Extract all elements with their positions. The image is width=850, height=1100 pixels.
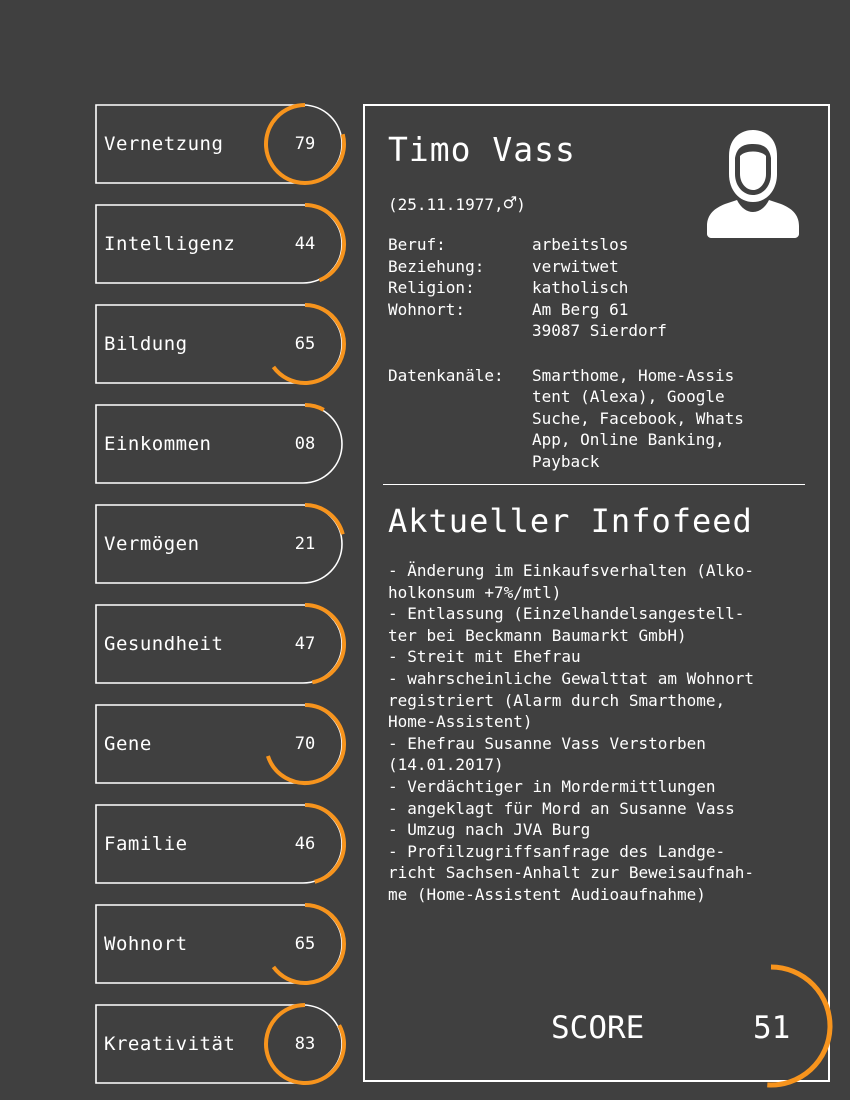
metric-item: Gesundheit 47 — [95, 603, 349, 685]
feed-line: - Profilzugriffsanfrage des Landge- — [388, 841, 726, 861]
fact-row: Religion: katholisch — [388, 277, 782, 299]
metric-item: Vernetzung 79 — [95, 103, 349, 185]
feed-line: ter bei Beckmann Baumarkt GmbH) — [388, 625, 687, 645]
metric-frame — [95, 603, 346, 685]
fact-row: Wohnort: Am Berg 61 39087 Sierdorf — [388, 299, 782, 342]
profile-facts: Beruf: arbeitslos Beziehung: verwitwet Relig… — [388, 234, 782, 472]
metric-progress-arc — [304, 603, 346, 685]
metric-frame — [95, 703, 346, 785]
metric-value: 21 — [294, 534, 316, 554]
metric-label: Gesundheit — [104, 633, 224, 655]
metric-value: 83 — [294, 1034, 316, 1054]
fact-value: Am Berg 61 39087 Sierdorf — [532, 299, 667, 341]
metric-frame — [95, 103, 346, 185]
feed-line: - Änderung im Einkaufsverhalten (Alko- — [388, 561, 755, 580]
metric-progress-arc — [264, 103, 346, 185]
metric-frame — [95, 303, 346, 385]
fact-key: Beziehung: — [388, 256, 485, 276]
fact-value: arbeitslos — [532, 235, 629, 254]
metric-frame — [95, 403, 343, 484]
metric-frame — [95, 1003, 346, 1085]
feed-line: registriert (Alarm durch Smarthome, — [388, 690, 726, 710]
metric-item: Familie 46 — [95, 803, 349, 884]
section-divider — [383, 484, 805, 485]
metric-item: Kreativität 83 — [95, 1003, 349, 1085]
metric-label: Intelligenz — [104, 233, 236, 255]
metric-progress-arc — [304, 503, 345, 535]
metric-item: Wohnort 65 — [95, 903, 349, 985]
metric-label: Gene — [104, 733, 152, 755]
birth-info: (25.11.1977,♂) — [388, 191, 526, 215]
feed-line: - Entlassung (Einzelhandelsangestell- — [388, 604, 745, 624]
user-silhouette-icon — [707, 130, 799, 238]
fact-value: katholisch — [532, 278, 629, 297]
feed-line: Home-Assistent) — [388, 712, 533, 732]
metric-value: 70 — [294, 734, 316, 754]
metric-label: Kreativität — [104, 1033, 236, 1055]
metric-value: 65 — [294, 934, 316, 954]
fact-row: Beziehung: verwitwet — [388, 256, 782, 278]
metric-value: 79 — [294, 134, 316, 154]
metric-progress-arc — [271, 303, 346, 385]
metric-item: Einkommen 08 — [95, 403, 349, 484]
metric-progress-arc — [304, 403, 325, 412]
profile-card: Timo Vass (25.11.1977,♂) Beruf: arbeitslo… — [363, 104, 833, 1088]
metric-progress-arc — [264, 1003, 346, 1085]
feed-line: - Verdächtiger in Mordermittlungen — [388, 776, 716, 796]
fact-key: Beruf: — [388, 235, 446, 254]
metric-label: Bildung — [104, 333, 188, 355]
fact-key: Wohnort: — [388, 299, 466, 319]
feed-line: richt Sachsen-Anhalt zur Beweisaufnah- — [388, 863, 755, 883]
metric-label: Wohnort — [104, 933, 188, 955]
feed-line: - Umzug nach JVA Burg — [388, 820, 591, 840]
metric-frame — [95, 803, 346, 884]
metric-value: 46 — [294, 834, 316, 854]
metric-item: Bildung 65 — [95, 303, 349, 385]
feed-line: me (Home-Assistent Audioaufnahme) — [388, 884, 706, 904]
feed-list: - Änderung im Einkaufsverhalten (Alko-ho… — [388, 560, 818, 906]
fact-key: Religion: — [388, 278, 475, 297]
score-gauge — [767, 964, 833, 1088]
metric-frame — [95, 903, 346, 985]
fact-key: Datenkanäle: — [388, 365, 504, 385]
metric-label: Familie — [104, 833, 188, 855]
metric-item: Gene 70 — [95, 703, 349, 785]
fact-row-channels: Datenkanäle: Smarthome, Home-Assis tent … — [388, 365, 782, 473]
metric-progress-arc — [304, 203, 346, 283]
birth-date: (25.11.1977, — [388, 195, 504, 214]
fact-row: Beruf: arbeitslos — [388, 234, 782, 256]
metric-item: Vermögen 21 — [95, 503, 349, 584]
feed-line: - Ehefrau Susanne Vass Verstorben — [388, 733, 706, 753]
feed-title: Aktueller Infofeed — [388, 502, 753, 540]
feed-line: (14.01.2017) — [388, 755, 504, 775]
metric-frame — [95, 203, 346, 284]
score-value: 51 — [753, 1010, 791, 1046]
metric-label: Einkommen — [104, 433, 212, 455]
feed-line: - Streit mit Ehefrau — [388, 647, 581, 667]
score-label: SCORE — [551, 1010, 645, 1046]
feed-line: - angeklagt für Mord an Susanne Vass — [388, 798, 735, 818]
metric-value: 65 — [294, 334, 316, 354]
metric-value: 44 — [294, 234, 316, 254]
metric-value: 47 — [294, 634, 316, 654]
fact-value: Smarthome, Home-Assis tent (Alexa), Goog… — [532, 365, 744, 471]
score-progress-arc — [767, 964, 833, 1088]
metric-frame — [95, 503, 345, 584]
metric-label: Vernetzung — [104, 133, 224, 155]
metric-label: Vermögen — [104, 533, 200, 555]
metric-item: Intelligenz 44 — [95, 203, 349, 284]
metric-progress-arc — [266, 703, 346, 785]
fact-value: verwitwet — [532, 256, 619, 276]
feed-line: holkonsum +7%/mtl) — [388, 582, 562, 602]
metric-progress-arc — [271, 903, 346, 985]
feed-line: - wahrscheinliche Gewalttat am Wohnort — [388, 668, 755, 688]
gender-symbol: ♂ — [503, 191, 517, 215]
person-name: Timo Vass — [388, 130, 576, 169]
metric-progress-arc — [304, 803, 346, 884]
birth-close: ) — [516, 195, 526, 214]
metric-value: 08 — [294, 434, 316, 454]
